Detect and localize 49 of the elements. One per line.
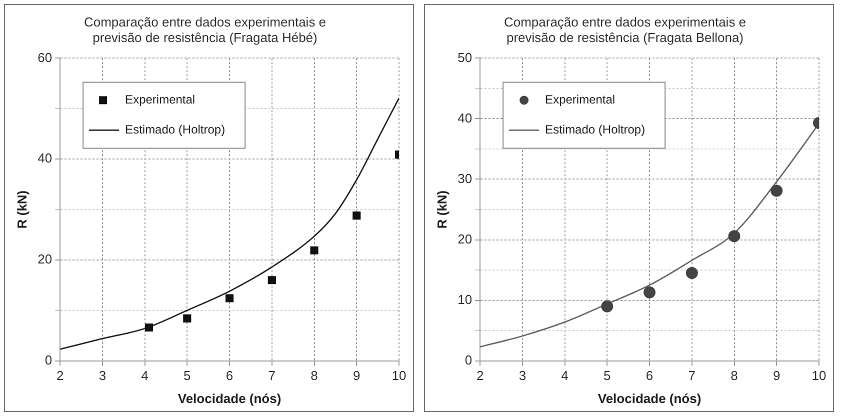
x-axis-title: Velocidade (nós) [178, 390, 282, 406]
point [310, 246, 318, 254]
chart-title: Comparação entre dados experimentais e previsão de resistência (Fragata Hébé) [84, 14, 326, 45]
point [268, 276, 276, 284]
y-tick-label: 60 [38, 50, 52, 65]
legend-label: Experimental [125, 92, 196, 107]
legend-label: Estimado (Holtrop) [125, 122, 226, 137]
x-tick-label: 5 [604, 368, 611, 384]
x-tick-label: 2 [476, 368, 484, 384]
point [686, 267, 698, 280]
y-tick-label: 50 [458, 50, 472, 65]
y-tick-label: 20 [458, 231, 472, 246]
y-tick-label: 40 [38, 150, 52, 166]
point [728, 230, 740, 242]
y-tick-label: 10 [458, 292, 472, 307]
x-tick-label: 7 [688, 368, 696, 384]
y-tick-label: 0 [44, 352, 52, 368]
x-tick-label: 2 [56, 368, 64, 384]
chart-title: Comparação entre dados experimentais e previsão de resistência (Fragata Bellona) [504, 14, 746, 45]
x-tick-label: 9 [353, 368, 360, 384]
x-tick-label: 8 [310, 368, 318, 384]
point [601, 300, 614, 312]
x-tick-label: 4 [561, 368, 568, 384]
legend-label: Experimental [545, 92, 616, 107]
x-tick-label: 6 [226, 368, 234, 384]
point [183, 314, 192, 322]
point [770, 184, 783, 197]
x-tick-label: 9 [773, 368, 780, 384]
x-axis-title: Velocidade (nós) [598, 390, 702, 406]
point [144, 323, 154, 332]
x-tick-label: 3 [98, 368, 106, 384]
point [225, 294, 234, 302]
y-tick-label: 0 [464, 352, 472, 368]
x-tick-label: 10 [392, 368, 406, 384]
y-tick-label: 30 [458, 170, 472, 186]
y-tick-label: 40 [458, 110, 472, 126]
x-tick-label: 5 [184, 368, 191, 384]
point [644, 286, 656, 298]
y-axis-title: R (kN) [434, 190, 450, 229]
y-axis-title: R (kN) [14, 190, 30, 229]
x-tick-label: 8 [730, 368, 738, 384]
legend-label: Estimado (Holtrop) [545, 122, 646, 137]
x-tick-label: 10 [812, 368, 826, 384]
x-tick-label: 7 [268, 368, 276, 384]
x-tick-label: 6 [646, 368, 654, 384]
y-tick-label: 20 [38, 252, 52, 267]
x-tick-label: 4 [141, 368, 148, 384]
point [352, 212, 361, 220]
x-tick-label: 3 [518, 368, 526, 384]
